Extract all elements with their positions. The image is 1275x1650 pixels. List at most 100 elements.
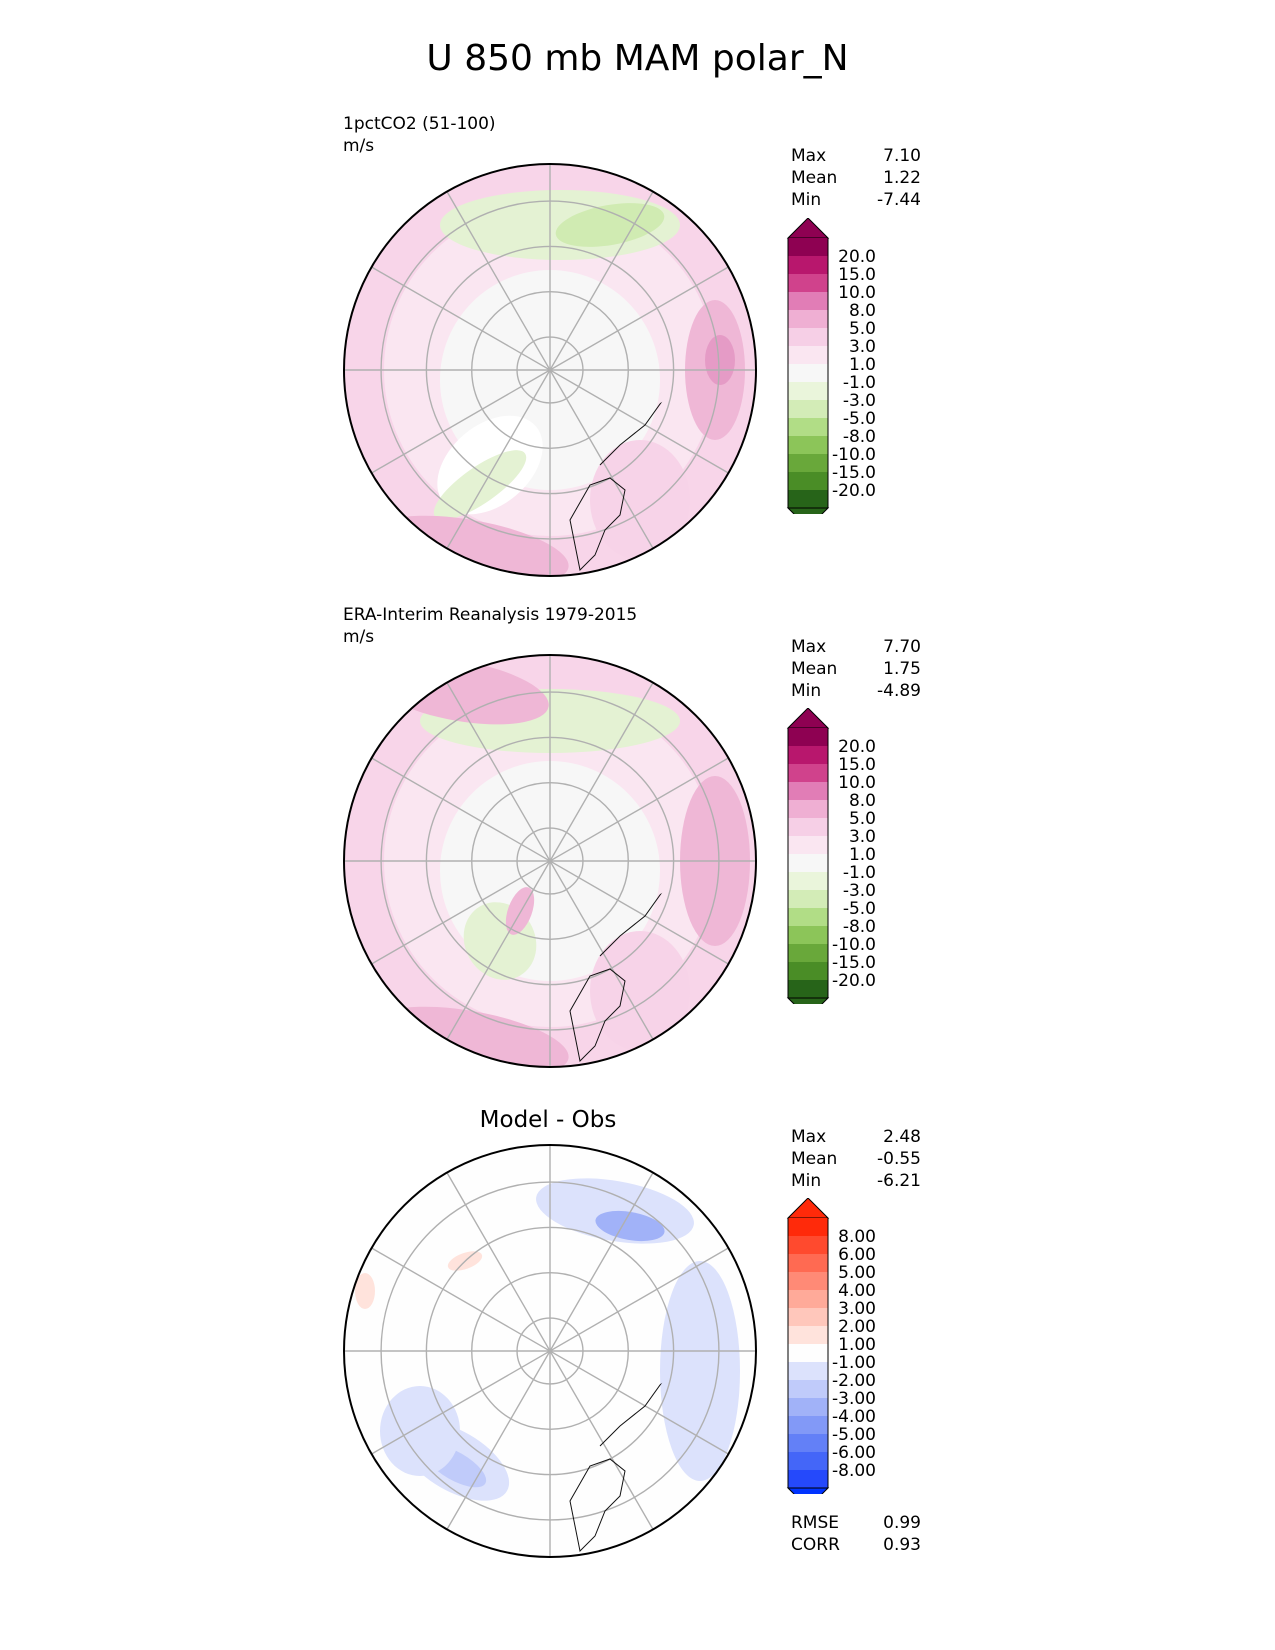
panel-2-stats: Max 7.70 Mean 1.75 Min -4.89 <box>791 636 921 702</box>
panel-3-colorbar-tick-label: -5.00 <box>832 1425 876 1445</box>
panel-2-colorbar-tick-label: -5.0 <box>843 899 876 919</box>
panel-3-polar-map <box>343 1144 757 1558</box>
panel-3-map-coastlines <box>556 1357 676 1553</box>
panel-1-map-coastline <box>556 376 676 466</box>
panel-3-colorbar-tick-label: -3.00 <box>832 1389 876 1409</box>
panel-1-map-anomaly-region <box>590 440 690 560</box>
panel-2-colorbar: 20.015.010.08.05.03.01.0-1.0-3.0-5.0-8.0… <box>786 708 876 1004</box>
panel-2-colorbar-tick-label: 10.0 <box>838 773 876 793</box>
panel-2-colorbar-color-segment <box>788 728 828 747</box>
panel-2-colorbar-color-segment <box>788 962 828 981</box>
panel-3-colorbar-color-segment <box>788 1218 828 1237</box>
panel-1-colorbar-tick-label: 10.0 <box>838 283 876 303</box>
panel-2-colorbar-tick-label: 20.0 <box>838 737 876 757</box>
panel-3-map-anomaly-region <box>355 1273 375 1309</box>
panel-2-colorbar-tick-label: -8.0 <box>843 917 876 937</box>
panel-2-colorbar-color-segment <box>788 800 828 819</box>
panel-3-colorbar-color-segment <box>788 1236 828 1255</box>
panel-3-stat-max: Max 2.48 <box>791 1127 921 1147</box>
panel-1-stats: Max 7.10 Mean 1.22 Min -7.44 <box>791 145 921 211</box>
panel-1-colorbar-tick-label: -5.0 <box>843 409 876 429</box>
panel-1-colorbar-color-segment <box>788 292 828 311</box>
panel-3-colorbar-color-segment <box>788 1290 828 1309</box>
panel-3-colorbar-color-segment <box>788 1272 828 1291</box>
panel-1-colorbar-under-arrow <box>786 507 830 514</box>
panel-1-stat-mean: Mean 1.22 <box>791 168 921 188</box>
panel-3-colorbar-tick-label: -8.00 <box>832 1461 876 1481</box>
panel-1-polar-map <box>343 163 757 577</box>
panel-3-map-anomaly-region <box>380 1386 460 1476</box>
panel-3-stat-mean: Mean -0.55 <box>791 1149 921 1169</box>
panel-1-map-anomaly-region <box>555 203 665 247</box>
panel-2-colorbar-tick-label: 1.0 <box>849 845 876 865</box>
panel-1-map-coastlines <box>556 376 676 572</box>
panel-2-map-map-boundary <box>343 654 757 1068</box>
panel-1-colorbar-tick-label: 1.0 <box>849 355 876 375</box>
panel-3-colorbar-color-segment <box>788 1434 828 1453</box>
panel-2-colorbar-color-segment <box>788 980 828 999</box>
panel-2-map-coastline <box>556 867 676 957</box>
panel-3-map-map-boundary <box>343 1144 757 1558</box>
panel-1-colorbar-tick-label: -10.0 <box>832 445 876 465</box>
panel-1-colorbar-color-segment <box>788 490 828 509</box>
panel-1-colorbar-color-segment <box>788 328 828 347</box>
panel-3-colorbar-tick-label: 4.00 <box>838 1281 876 1301</box>
panel-1-colorbar-color-segment <box>788 274 828 293</box>
panel-1-map-anomaly-region <box>433 450 527 520</box>
panel-2-colorbar-color-segment <box>788 890 828 909</box>
panel-2-colorbar-color-segment <box>788 872 828 891</box>
panel-1-colorbar-tick-label: 3.0 <box>849 337 876 357</box>
panel-1-colorbar-color-segment <box>788 256 828 275</box>
panel-1-map-coastline <box>569 477 626 572</box>
panel-3-colorbar-color-segment <box>788 1344 828 1363</box>
panel-1-colorbar-color-segment <box>788 310 828 329</box>
panel-3-bottom-stats: RMSE 0.99 CORR 0.93 <box>791 1512 921 1556</box>
panel-1-stat-min: Min -7.44 <box>791 190 921 210</box>
panel-2-stat-mean: Mean 1.75 <box>791 659 921 679</box>
panel-1-header: 1pctCO2 (51-100) m/s <box>343 113 496 157</box>
panel-2-polar-map <box>343 654 757 1068</box>
panel-1-stat-max: Max 7.10 <box>791 146 921 166</box>
panel-2-map-anomaly-region <box>505 887 535 935</box>
panel-3-colorbar-color-segment <box>788 1380 828 1399</box>
panel-3-colorbar-tick-label: 6.00 <box>838 1245 876 1265</box>
panel-3-colorbar-tick-label: -6.00 <box>832 1443 876 1463</box>
panel-3-colorbar-color-segment <box>788 1470 828 1489</box>
panel-1-colorbar-tick-label: 15.0 <box>838 265 876 285</box>
panel-1-colorbar-tick-label: 8.0 <box>849 301 876 321</box>
panel-3-colorbar-color-segment <box>788 1398 828 1417</box>
panel-1-colorbar-color-segment <box>788 400 828 419</box>
panel-3-colorbar-color-segment <box>788 1326 828 1345</box>
panel-1-colorbar-color-segment <box>788 382 828 401</box>
panel-2-map-meridian-line <box>446 682 654 1040</box>
panel-1-colorbar-over-arrow <box>786 218 830 239</box>
panel-2-colorbar-tick-label: -20.0 <box>832 971 876 991</box>
panel-1-map-map-boundary <box>343 163 757 577</box>
panel-2-colorbar-color-segment <box>788 746 828 765</box>
panel-3-map-anomaly-region <box>595 1210 665 1242</box>
panel-3-colorbar-under-arrow <box>786 1487 830 1494</box>
panel-1-colorbar-color-segment <box>788 364 828 383</box>
panel-1-colorbar-tick-label: -20.0 <box>832 481 876 501</box>
panel-3-stat-rmse: RMSE 0.99 <box>791 1513 921 1533</box>
panel-2-colorbar-tick-label: -3.0 <box>843 881 876 901</box>
panel-1-colorbar-color-segment <box>788 346 828 365</box>
panel-2-colorbar-color-segment <box>788 926 828 945</box>
panel-2-colorbar-under-arrow <box>786 997 830 1004</box>
panel-2-colorbar-color-segment <box>788 782 828 801</box>
panel-3-colorbar-color-segment <box>788 1452 828 1471</box>
panel-1-colorbar-color-segment <box>788 418 828 437</box>
panel-3-stat-corr: CORR 0.93 <box>791 1535 921 1555</box>
panel-1-colorbar-color-segment <box>788 436 828 455</box>
panel-3-stat-min: Min -6.21 <box>791 1171 921 1191</box>
panel-3-colorbar-color-segment <box>788 1416 828 1435</box>
panel-1-colorbar-color-segment <box>788 454 828 473</box>
panel-3-colorbar: 8.006.005.004.003.002.001.00-1.00-2.00-3… <box>786 1198 876 1494</box>
panel-2-dataset-label: ERA-Interim Reanalysis 1979-2015 <box>343 605 638 625</box>
figure-title: U 850 mb MAM polar_N <box>426 38 849 79</box>
panel-2-colorbar-over-arrow <box>786 708 830 729</box>
panel-1-colorbar-tick-label: 5.0 <box>849 319 876 339</box>
panel-2-colorbar-tick-label: 8.0 <box>849 791 876 811</box>
panel-1-colorbar-tick-label: -8.0 <box>843 427 876 447</box>
panel-3-colorbar-over-arrow <box>786 1198 830 1219</box>
